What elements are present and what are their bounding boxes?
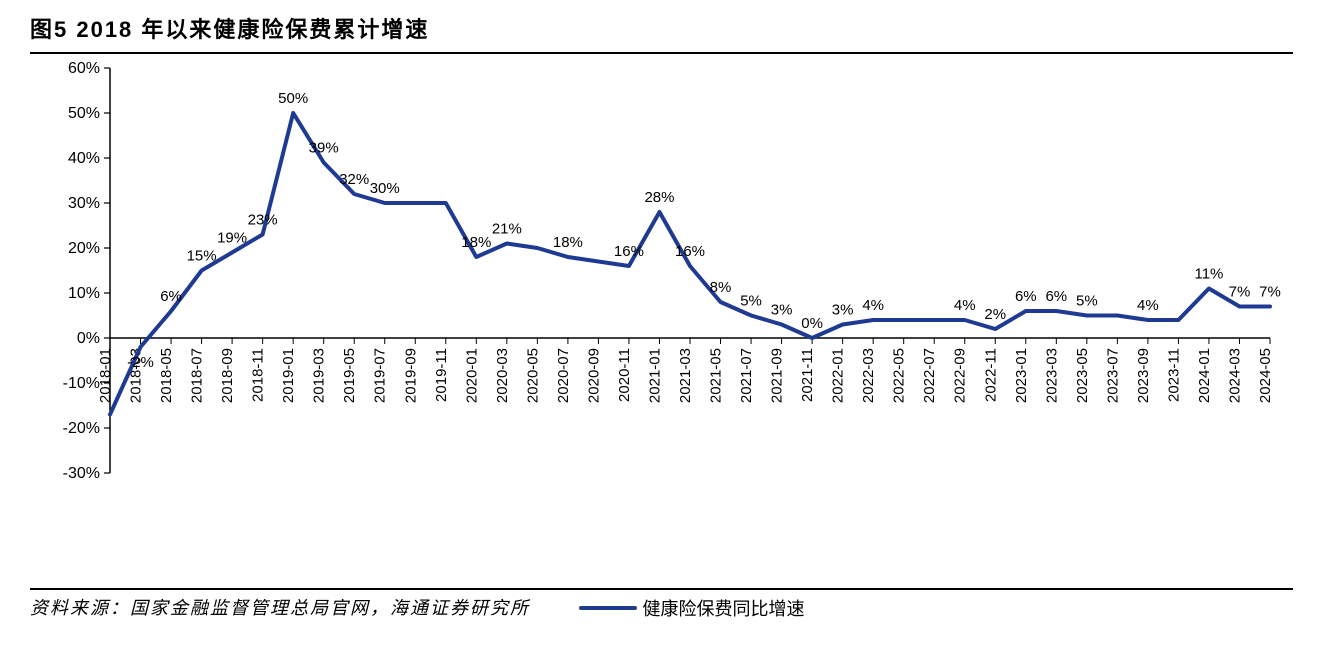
chart-title: 图5 2018 年以来健康险保费累计增速 [30, 17, 429, 42]
x-axis-label: 2022-01 [830, 348, 847, 403]
x-axis-label: 2022-03 [860, 348, 877, 403]
data-label: 4% [1137, 297, 1159, 314]
x-axis-label: 2020-11 [616, 348, 633, 402]
x-axis-label: 2023-05 [1074, 348, 1091, 403]
x-axis-label: 2022-11 [982, 348, 999, 402]
x-axis-label: 2020-01 [463, 348, 480, 403]
svg-text:-30%: -30% [63, 465, 100, 482]
data-label: 3% [771, 302, 793, 319]
data-label: 2% [984, 306, 1006, 323]
x-axis-label: 2023-09 [1135, 348, 1152, 403]
data-label: 30% [370, 180, 400, 197]
data-label: 7% [1259, 284, 1281, 301]
data-label: 21% [492, 221, 522, 238]
x-axis-label: 2019-05 [341, 348, 358, 403]
x-axis-label: 2021-01 [646, 348, 663, 403]
data-label: 16% [614, 243, 644, 260]
data-label: 4% [954, 297, 976, 314]
data-label: 23% [248, 212, 278, 229]
svg-text:20%: 20% [68, 240, 100, 257]
svg-text:0%: 0% [77, 330, 100, 347]
line-chart-svg: -30% -20% -10% 0% 10% 20% 30% 40% 50% 60% 2018-01 2… [30, 58, 1290, 588]
x-axis-label: 2020-05 [524, 348, 541, 403]
svg-text:60%: 60% [68, 60, 100, 77]
data-label: -2% [127, 354, 154, 371]
data-label: 6% [1045, 288, 1067, 305]
svg-text:-10%: -10% [63, 375, 100, 392]
x-axis-label: 2018-07 [189, 348, 206, 403]
data-label: 5% [740, 293, 762, 310]
data-label: 32% [339, 171, 369, 188]
x-axis-label: 2020-09 [585, 348, 602, 403]
x-axis-label: 2024-03 [1226, 348, 1243, 403]
x-axis-label: 2019-11 [433, 348, 450, 402]
data-label: 18% [461, 234, 491, 251]
chart-title-bar: 图5 2018 年以来健康险保费累计增速 [30, 12, 1293, 54]
data-label: 16% [675, 243, 705, 260]
x-axis-label: 2018-05 [158, 348, 175, 403]
x-axis-label: 2024-01 [1196, 348, 1213, 403]
data-label: 3% [832, 302, 854, 319]
x-axis-label: 2023-01 [1013, 348, 1030, 403]
data-label: 6% [1015, 288, 1037, 305]
data-label: 11% [1194, 266, 1223, 283]
x-axis-label: 2018-09 [219, 348, 236, 403]
x-axis-label: 2022-09 [952, 348, 969, 403]
data-label: 18% [553, 234, 583, 251]
legend-label: 健康险保费同比增速 [643, 595, 805, 621]
data-label: 19% [217, 230, 247, 247]
legend: 健康险保费同比增速 [30, 595, 1323, 621]
x-axis-label: 2020-03 [494, 348, 511, 403]
data-label: 39% [309, 140, 339, 157]
svg-text:30%: 30% [68, 195, 100, 212]
svg-text:10%: 10% [68, 285, 100, 302]
svg-text:40%: 40% [68, 150, 100, 167]
data-label: 6% [160, 288, 182, 305]
x-axis-label: 2019-03 [311, 348, 328, 403]
svg-text:50%: 50% [68, 105, 100, 122]
x-axis-label: 2020-07 [555, 348, 572, 403]
x-axis-label: 2023-11 [1165, 348, 1182, 402]
x-axis-label: 2021-05 [708, 348, 725, 403]
data-label: 4% [862, 297, 884, 314]
chart-area: -30% -20% -10% 0% 10% 20% 30% 40% 50% 60% 2018-01 2… [30, 58, 1290, 588]
x-axis-label: 2022-05 [891, 348, 908, 403]
x-axis-label: 2019-07 [372, 348, 389, 403]
data-label: 5% [1076, 293, 1098, 310]
legend-line-icon [579, 606, 637, 610]
data-label: 8% [710, 279, 732, 296]
x-axis-label: 2018-01 [97, 348, 114, 403]
data-label: 50% [278, 90, 308, 107]
x-axis-label: 2021-07 [738, 348, 755, 403]
x-axis-label: 2022-07 [921, 348, 938, 403]
data-label: 0% [801, 315, 823, 332]
x-axis-label: 2023-07 [1104, 348, 1121, 403]
x-axis-label: 2019-01 [280, 348, 297, 403]
svg-text:-20%: -20% [63, 420, 100, 437]
data-label: 15% [187, 248, 217, 265]
x-axis-label: 2018-11 [250, 348, 267, 402]
x-axis-label: 2021-11 [799, 348, 816, 402]
data-label: 28% [644, 189, 674, 206]
x-axis-label: 2023-03 [1043, 348, 1060, 403]
data-label: 7% [1229, 284, 1251, 301]
x-axis-label: 2019-09 [402, 348, 419, 403]
x-axis-label: 2024-05 [1257, 348, 1274, 403]
x-axis-label: 2021-03 [677, 348, 694, 403]
x-axis-label: 2021-09 [769, 348, 786, 403]
